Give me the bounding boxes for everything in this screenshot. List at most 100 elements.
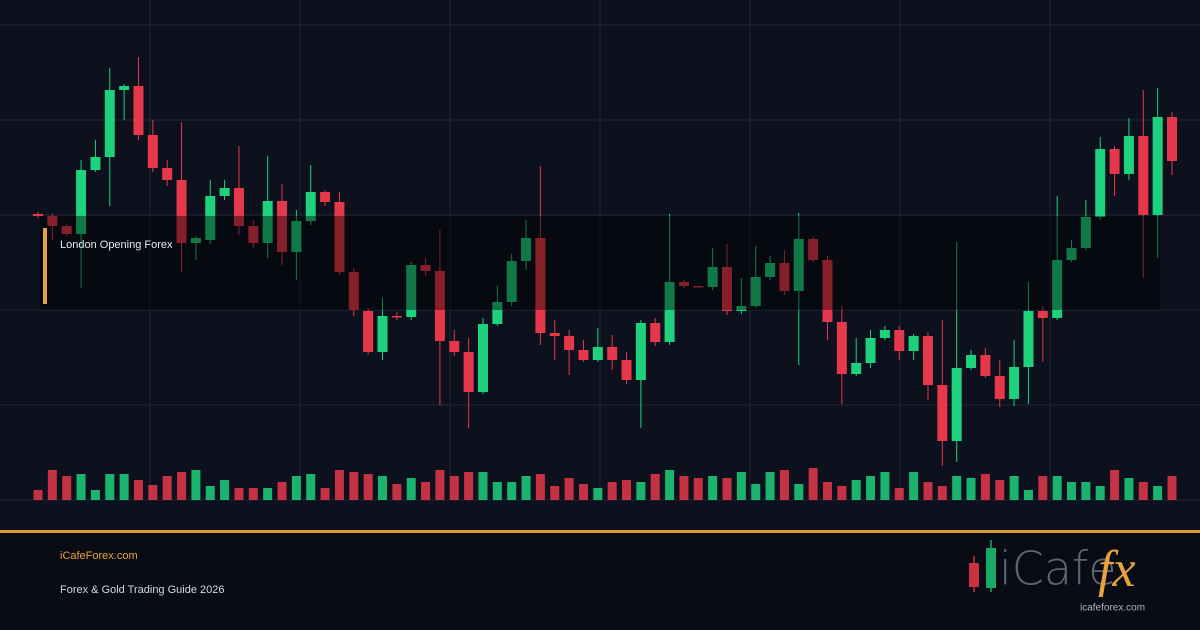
volume-bar: [306, 474, 316, 500]
volume-bar: [1052, 476, 1062, 500]
logo-candle: [969, 563, 979, 587]
candle-body: [535, 238, 546, 333]
candle-body: [219, 188, 230, 196]
candle-body: [162, 168, 173, 180]
volume-bar: [966, 478, 976, 500]
volume-bar: [665, 470, 675, 500]
volume-bar: [736, 472, 746, 500]
candle-body: [363, 311, 374, 352]
volume-bar: [1009, 476, 1019, 500]
logo-candle: [986, 548, 996, 588]
volume-bar: [837, 486, 847, 500]
footer-background: [0, 532, 1200, 630]
candle-body: [449, 341, 460, 352]
volume-bar: [708, 476, 718, 500]
candle-body: [233, 188, 244, 226]
volume-bar: [593, 488, 603, 500]
volume-bar: [923, 482, 933, 500]
volume-bar: [177, 472, 187, 500]
candle-body: [1023, 311, 1034, 367]
volume-bar: [822, 482, 832, 500]
candle-body: [119, 86, 130, 90]
candle-body: [592, 347, 603, 360]
volume-bar: [105, 474, 115, 500]
candle-body: [1037, 311, 1048, 318]
candle-body: [104, 90, 115, 157]
candle-body: [291, 221, 302, 252]
volume-bar: [320, 488, 330, 500]
volume-bar: [33, 490, 43, 500]
candle-body: [406, 265, 417, 317]
candle-body: [477, 324, 488, 392]
volume-bar: [162, 476, 172, 500]
volume-bar: [1167, 476, 1177, 500]
candle-body: [248, 226, 259, 243]
volume-bar: [507, 482, 517, 500]
candle-body: [635, 323, 646, 380]
candle-body: [305, 192, 316, 221]
candle-body: [564, 336, 575, 350]
candle-body: [678, 282, 689, 286]
volume-bar: [449, 476, 459, 500]
volume-bar: [622, 480, 632, 500]
candle-body: [1095, 149, 1106, 217]
candle-body: [47, 216, 58, 226]
volume-bar: [894, 488, 904, 500]
volume-bar: [952, 476, 962, 500]
candle-body: [33, 214, 43, 216]
volume-bar: [334, 470, 344, 500]
candle-body: [951, 368, 962, 441]
annotation: London Opening Forex: [60, 239, 173, 251]
logo: iCafe fx icafeforex.com: [969, 540, 1145, 614]
volume-bar: [349, 472, 359, 500]
volume-bar: [248, 488, 258, 500]
candle-body: [578, 350, 589, 360]
candle-body: [190, 238, 201, 243]
volume-bars: [33, 468, 1177, 500]
candle-body: [133, 86, 144, 135]
logo-accent: fx: [1098, 541, 1136, 598]
candle-body: [693, 286, 704, 288]
volume-bar: [751, 484, 761, 500]
candle-body: [348, 272, 359, 310]
volume-bar: [191, 470, 201, 500]
candle-body: [808, 239, 819, 260]
volume-bar: [535, 474, 545, 500]
candle-body: [664, 282, 675, 342]
volume-bar: [866, 476, 876, 500]
candle-body: [937, 385, 948, 441]
volume-bar: [722, 478, 732, 500]
volume-bar: [607, 482, 617, 500]
candle-body: [822, 260, 833, 322]
candle-body: [722, 267, 733, 311]
candle-body: [607, 347, 618, 360]
candle-body: [1080, 217, 1091, 248]
candle-body: [1052, 260, 1063, 318]
site-label: iCafeForex.com: [60, 550, 138, 562]
candle-body: [76, 170, 87, 234]
candle-body: [980, 355, 991, 376]
volume-bar: [521, 476, 531, 500]
volume-bar: [937, 486, 947, 500]
volume-bar: [47, 470, 57, 500]
volume-bar: [1124, 478, 1134, 500]
volume-bar: [794, 484, 804, 500]
volume-bar: [234, 488, 244, 500]
volume-bar: [363, 474, 373, 500]
logo-brand: iCafe: [999, 542, 1117, 596]
candle-body: [1123, 136, 1134, 174]
volume-bar: [779, 470, 789, 500]
volume-bar: [62, 476, 72, 500]
candle-body: [736, 306, 747, 311]
candle-body: [908, 336, 919, 351]
candle-body: [391, 316, 402, 318]
candle-body: [1109, 149, 1120, 174]
volume-bar: [277, 482, 287, 500]
candle-body: [277, 201, 288, 252]
volume-bar: [1138, 482, 1148, 500]
volume-bar: [1038, 476, 1048, 500]
candle-body: [90, 157, 101, 170]
volume-bar: [550, 486, 560, 500]
volume-bar: [765, 472, 775, 500]
